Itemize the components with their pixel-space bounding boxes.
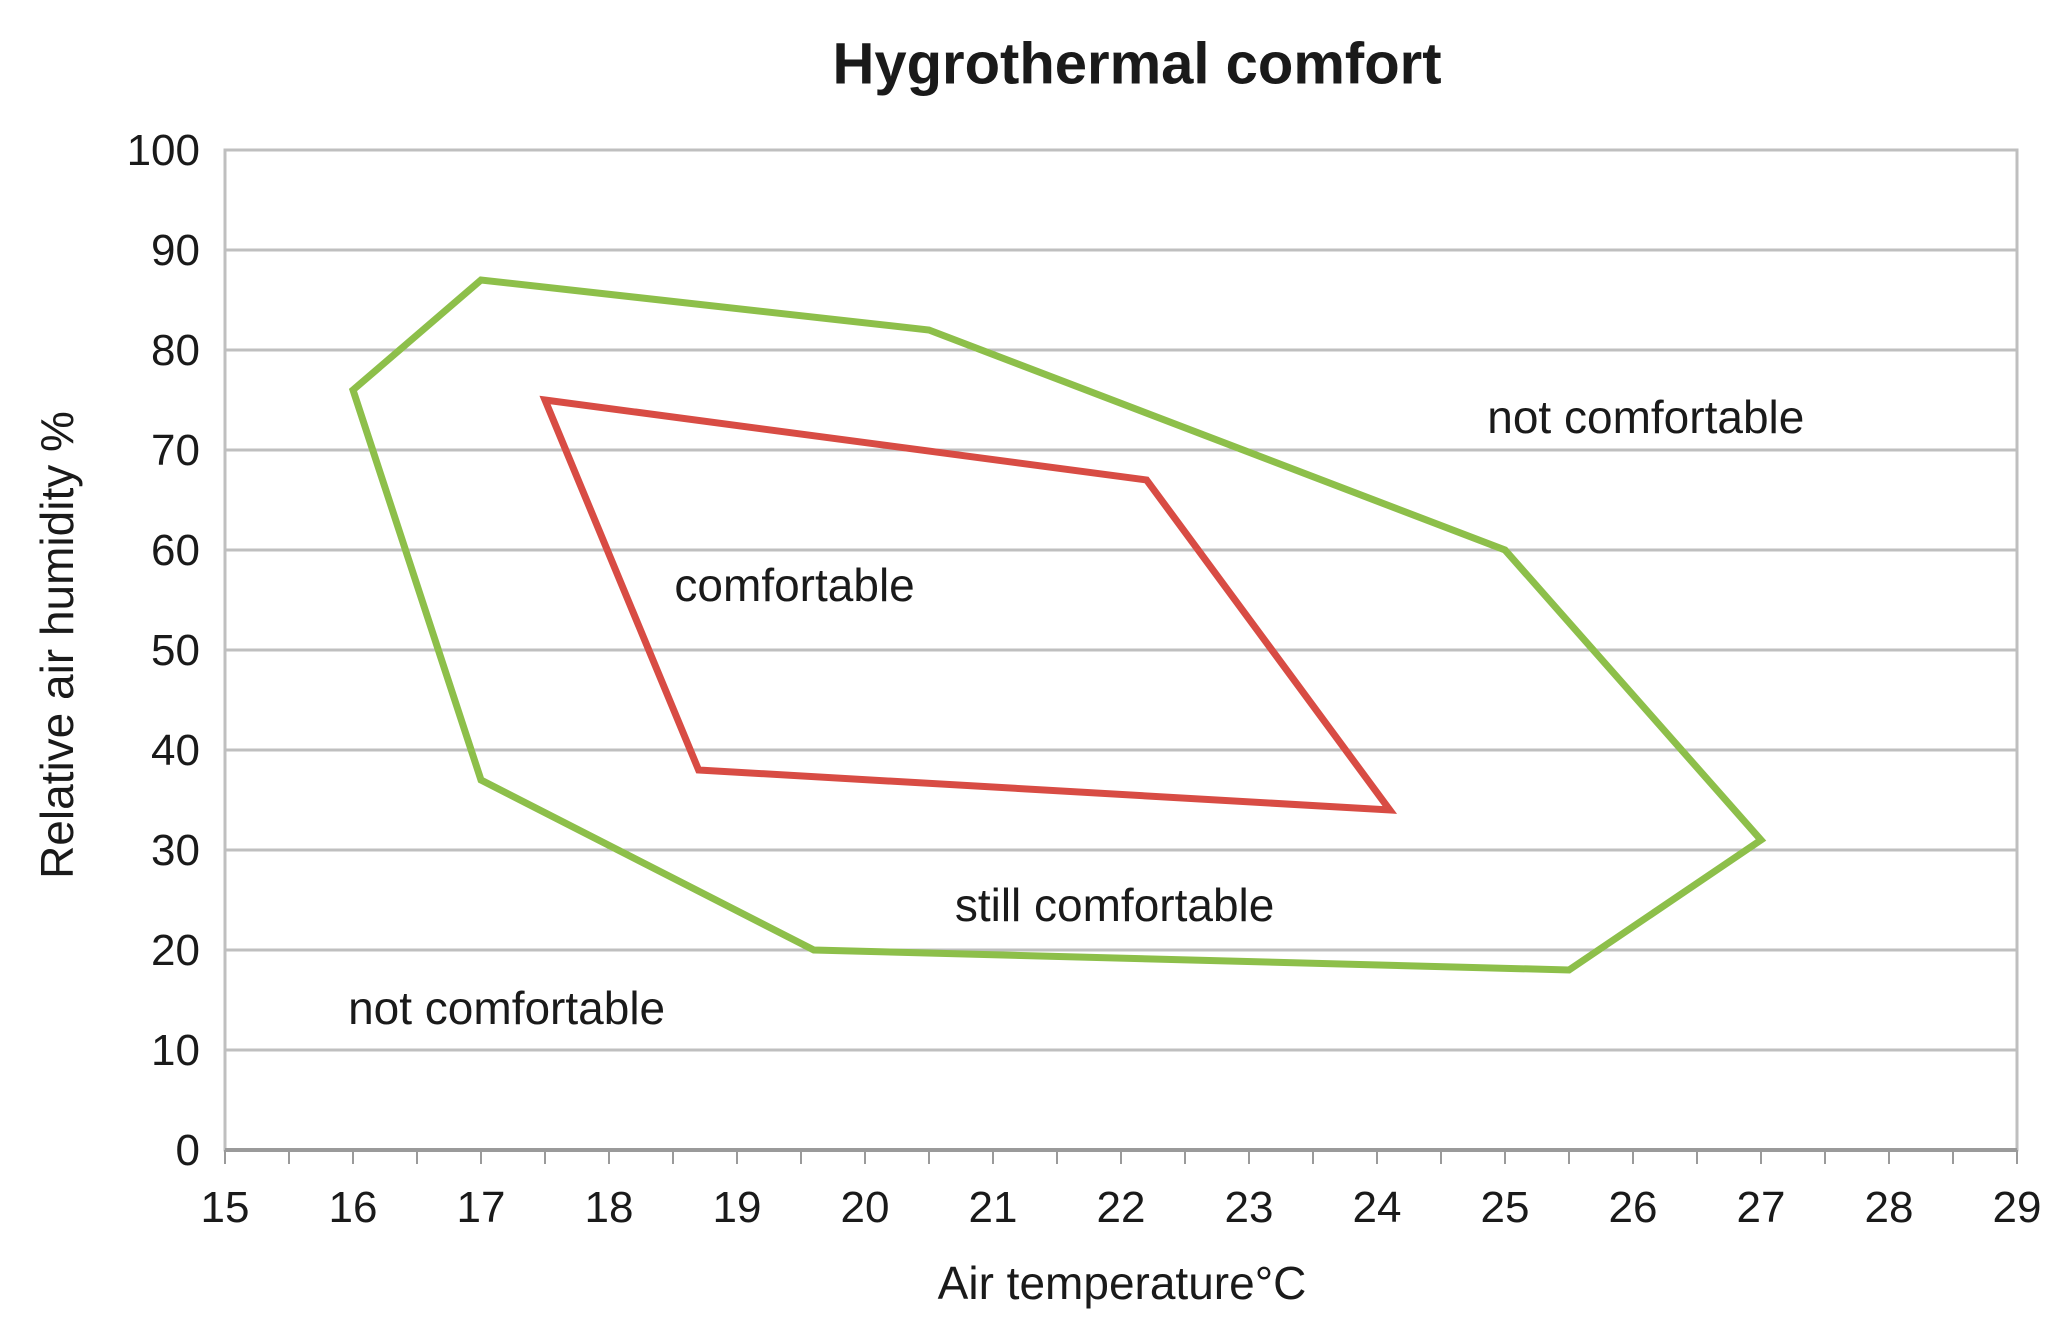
x-tick-label: 20 <box>841 1183 890 1232</box>
x-axis-title: Air temperature°C <box>937 1257 1307 1309</box>
y-tick-label: 40 <box>151 726 200 775</box>
x-tick-label: 26 <box>1609 1183 1658 1232</box>
y-tick-label: 60 <box>151 526 200 575</box>
x-tick-label: 24 <box>1353 1183 1402 1232</box>
still-comfortable-boundary <box>348 276 1767 974</box>
y-tick-label: 10 <box>151 1026 200 1075</box>
x-tick-label: 18 <box>585 1183 634 1232</box>
y-axis-title: Relative air humidity % <box>31 411 83 879</box>
region-label-3: not comfortable <box>348 982 665 1034</box>
x-tick-label: 22 <box>1097 1183 1146 1232</box>
region-label-2: still comfortable <box>955 879 1275 931</box>
y-tick-label: 0 <box>176 1126 200 1175</box>
x-tick-label: 29 <box>1993 1183 2042 1232</box>
x-tick-label: 19 <box>713 1183 762 1232</box>
x-tick-label: 25 <box>1481 1183 1530 1232</box>
region-label-1: comfortable <box>674 559 914 611</box>
y-tick-label: 30 <box>151 826 200 875</box>
comfortable-boundary <box>539 395 1398 814</box>
x-tick-label: 15 <box>201 1183 250 1232</box>
region-label-0: not comfortable <box>1487 391 1804 443</box>
x-tick-label: 27 <box>1737 1183 1786 1232</box>
chart-title: Hygrothermal comfort <box>832 31 1442 97</box>
y-tick-label: 50 <box>151 626 200 675</box>
x-tick-label: 16 <box>329 1183 378 1232</box>
x-tick-label: 28 <box>1865 1183 1914 1232</box>
x-tick-label: 17 <box>457 1183 506 1232</box>
y-tick-label: 100 <box>127 126 200 175</box>
x-tick-label: 23 <box>1225 1183 1274 1232</box>
y-tick-label: 20 <box>151 926 200 975</box>
y-tick-label: 80 <box>151 326 200 375</box>
x-tick-label: 21 <box>969 1183 1018 1232</box>
y-tick-label: 90 <box>151 226 200 275</box>
y-tick-label: 70 <box>151 426 200 475</box>
